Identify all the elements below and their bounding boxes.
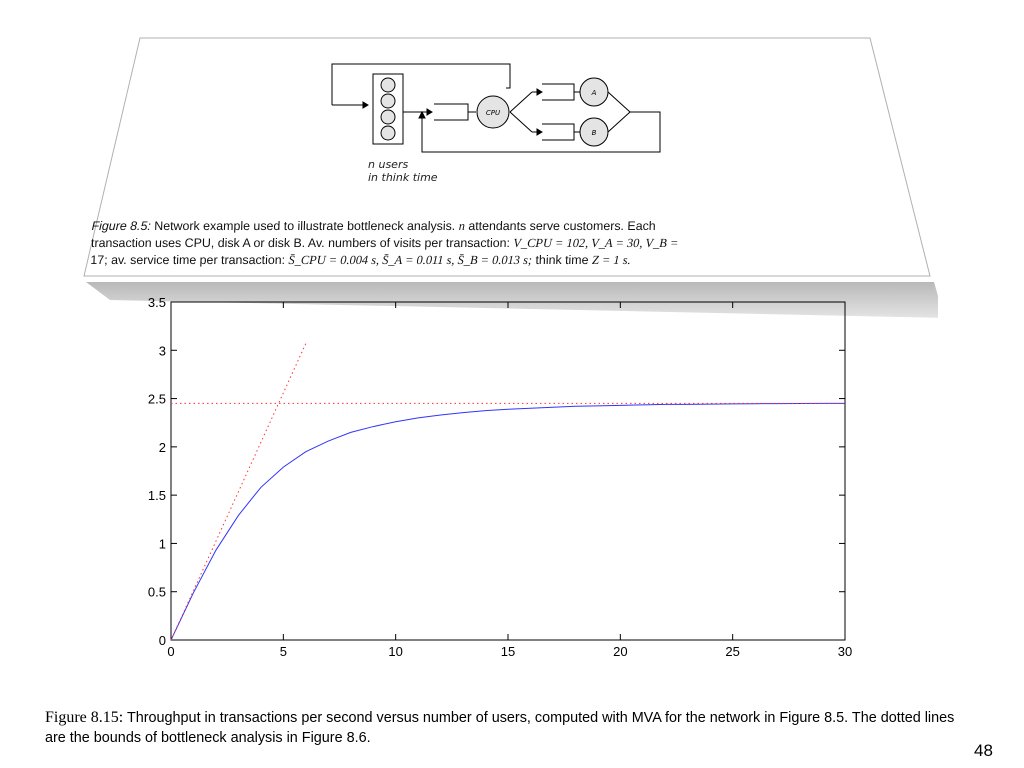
caption-line-3: 17; av. service time per transaction: S̄… — [90, 252, 911, 269]
disk-b-label: B — [592, 129, 597, 137]
caption-text: attendants serve customers. Each — [464, 219, 656, 233]
y-tick-label: 2 — [159, 440, 166, 455]
disk-a-queue — [542, 83, 575, 101]
disk-a-node — [579, 77, 609, 107]
x-tick-label: 10 — [388, 644, 402, 659]
arrowhead — [536, 88, 543, 96]
figure-8-5-caption: Figure 8.5: Network example used to illu… — [90, 218, 912, 269]
arrowhead — [536, 128, 543, 136]
cpu-to-a — [509, 91, 533, 113]
page-number: 48 — [974, 741, 993, 760]
x-tick-label: 30 — [838, 644, 852, 659]
figure-8-15-caption: Figure 8.15: Throughput in transactions … — [45, 708, 975, 748]
y-tick-label: 0 — [159, 633, 166, 648]
return-line — [421, 111, 661, 153]
user-circle — [380, 93, 396, 109]
caption-text: 17; av. service time per transaction: — [90, 253, 289, 267]
y-tick-label: 3 — [159, 343, 166, 358]
cpu-to-b — [509, 111, 533, 133]
y-tick-label: 2.5 — [148, 392, 166, 407]
x-tick-label: 20 — [613, 644, 627, 659]
caption-text: Network example used to illustrate bottl… — [150, 219, 459, 233]
caption-math-visits: V_CPU = 102, V_A = 30, V_B = — [513, 236, 679, 250]
loop-top-line — [331, 63, 511, 105]
arrowhead — [362, 101, 369, 109]
caption-text: transaction uses CPU, disk A or disk B. … — [90, 236, 514, 250]
arrowhead — [426, 108, 433, 116]
user-circle — [380, 109, 396, 125]
figure-8-15-text: Throughput in transactions per second ve… — [45, 710, 955, 746]
disk-b-queue — [542, 123, 575, 141]
users-think-time-label: n users in think time — [368, 158, 438, 184]
figure-8-5-number: Figure 8.5: — [91, 219, 152, 233]
cpu-node — [476, 95, 510, 129]
users-label-line2: in think time — [368, 171, 438, 184]
caption-math-z: Z = 1 s. — [591, 253, 631, 267]
figure-8-15-number: Figure 8.15: — [45, 709, 124, 726]
cpu-queue — [434, 103, 469, 121]
x-tick-label: 0 — [167, 644, 174, 659]
arrowhead — [418, 110, 426, 119]
cpu-label: CPU — [486, 109, 500, 117]
throughput-line — [170, 402, 845, 641]
disk-b-node — [579, 117, 609, 147]
plot-frame — [170, 301, 846, 641]
x-tick-label: 15 — [501, 644, 515, 659]
user-circle — [380, 125, 396, 141]
card-paper — [83, 37, 931, 277]
y-tick-label: 1 — [159, 536, 166, 551]
user-circle — [380, 77, 396, 93]
users-label-line1: n users — [368, 158, 409, 171]
x-tick-label: 25 — [725, 644, 739, 659]
card-shadow — [86, 282, 938, 318]
disk-a-label: A — [591, 89, 597, 97]
caption-math-service: S̄_CPU = 0.004 s, S̄_A = 0.011 s, S̄_B =… — [288, 253, 533, 267]
caption-text: think time — [531, 253, 593, 267]
y-tick-label: 1.5 — [148, 488, 166, 503]
network-diagram: CPU A B — [331, 63, 661, 153]
caption-line-2: transaction uses CPU, disk A or disk B. … — [91, 235, 912, 252]
user-queue-box — [372, 73, 404, 145]
bound-line — [170, 343, 307, 641]
x-tick-label: 5 — [280, 644, 287, 659]
y-tick-label: 0.5 — [148, 585, 166, 600]
caption-line-1: Figure 8.5: Network example used to illu… — [91, 218, 912, 235]
